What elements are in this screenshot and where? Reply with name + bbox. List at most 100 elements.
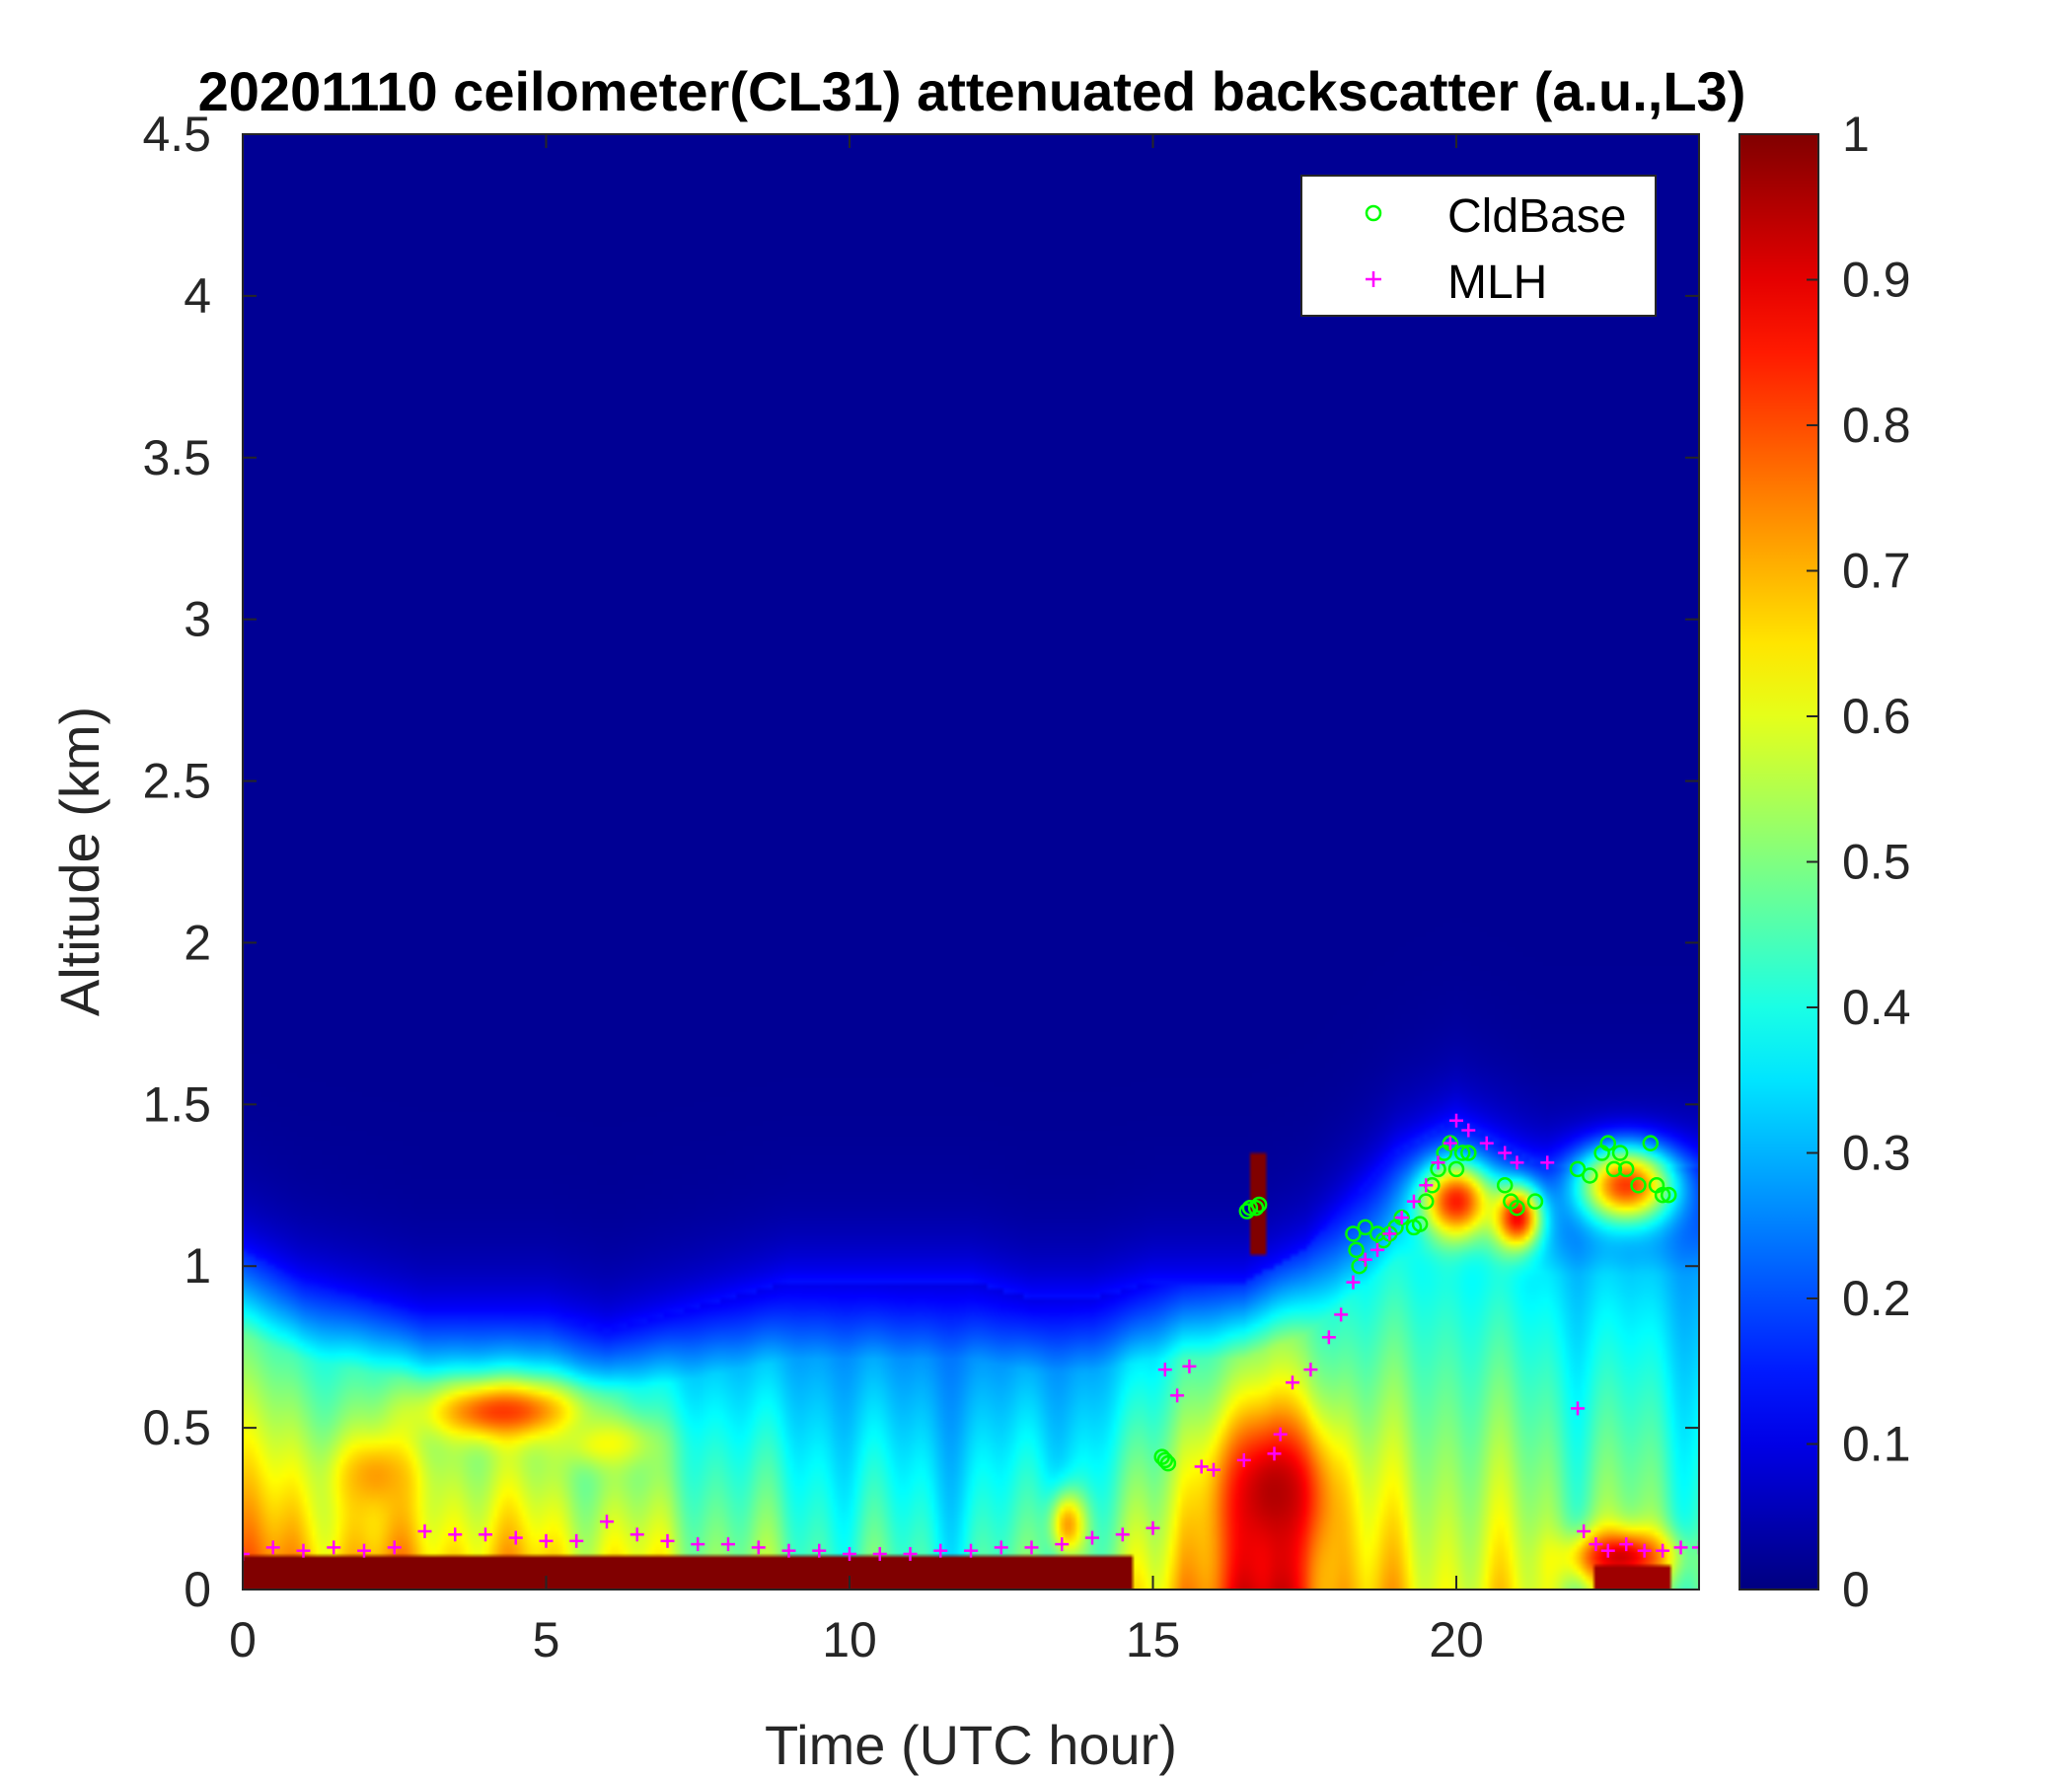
mlh-point [600, 1515, 614, 1529]
colorbar-tick-label: 0.7 [1842, 544, 1911, 599]
colorbar-tick-label: 0.1 [1842, 1417, 1911, 1472]
cldbase-point [1569, 1160, 1587, 1178]
mlh-point [1540, 1155, 1555, 1170]
x-tick-label: 20 [1429, 1612, 1484, 1667]
cldbase-point [1156, 1451, 1174, 1469]
mlh-point [1577, 1524, 1591, 1538]
cldbase-point [1617, 1160, 1635, 1178]
chart-title: 20201110 ceilometer(CL31) attenuated bac… [198, 60, 1746, 122]
cldbase-point [1453, 1145, 1471, 1161]
cldbase-point [1661, 1186, 1677, 1204]
legend-cldbase-label: CldBase [1447, 190, 1626, 243]
mlh-point [357, 1543, 371, 1558]
cldbase-point [1250, 1196, 1268, 1214]
mlh-point [1115, 1527, 1130, 1542]
y-tick-label: 3 [184, 592, 211, 647]
cldbase-point [1241, 1199, 1259, 1217]
mlh-point [1194, 1459, 1209, 1474]
cldbase-point [1582, 1167, 1598, 1184]
colorbar-tick-label: 0 [1842, 1562, 1870, 1617]
mlh-point [1394, 1211, 1409, 1225]
mlh-point [964, 1543, 978, 1558]
cldbase-point [1348, 1241, 1365, 1259]
colorbar-tick-label: 0.8 [1842, 398, 1911, 453]
cldbase-point [1357, 1219, 1373, 1236]
colorbar-tick-label: 0.9 [1842, 253, 1911, 308]
cldbase-point [1238, 1203, 1256, 1220]
colorbar-tick-label: 0.5 [1842, 835, 1911, 890]
x-tick-label: 10 [822, 1612, 877, 1667]
mlh-point [1085, 1530, 1099, 1545]
colorbar-tick-label: 0.6 [1842, 689, 1911, 744]
mlh-point [994, 1540, 1008, 1555]
x-tick-label: 5 [533, 1612, 560, 1667]
cldbase-point [1447, 1160, 1465, 1178]
mlh-point [812, 1543, 827, 1558]
cldbase-point [1526, 1193, 1544, 1210]
mlh-point [1170, 1388, 1185, 1403]
cldbase-point [1411, 1216, 1429, 1232]
mlh-point [721, 1537, 735, 1552]
colorbar-ticks: 0 0.1 0.2 0.3 0.4 0.5 0.6 0.7 0.8 0.9 1 [1807, 107, 1911, 1617]
x-axis: 0 5 10 15 20 [229, 134, 1484, 1667]
mlh-point [1267, 1446, 1282, 1461]
mlh-point [265, 1540, 280, 1555]
mlh-point [1285, 1375, 1299, 1390]
mlh-point [933, 1543, 948, 1558]
mlh-point [781, 1543, 796, 1558]
mlh-point [1207, 1462, 1221, 1477]
mlh-point [1443, 1136, 1457, 1150]
mlh-point [243, 1546, 250, 1561]
y-tick-label: 1.5 [142, 1076, 211, 1132]
colorbar-tick-label: 0.2 [1842, 1271, 1911, 1326]
mlh-point [1273, 1427, 1288, 1442]
mlh-point [387, 1540, 402, 1555]
legend-cldbase-marker [1365, 204, 1382, 222]
mlh-point [1334, 1307, 1349, 1322]
mlh-point [1024, 1540, 1039, 1555]
colorbar-gradient [1739, 134, 1818, 1590]
mlh-point [1637, 1543, 1652, 1558]
cldbase-point [1611, 1145, 1629, 1161]
mlh-point [1419, 1178, 1434, 1193]
legend-box [1300, 175, 1657, 317]
mlh-point [1146, 1520, 1160, 1535]
cldbase-point [1599, 1135, 1616, 1151]
colorbar-tick-label: 0.4 [1842, 980, 1911, 1035]
cldbase-point [1345, 1225, 1362, 1242]
mlh-point [1479, 1136, 1494, 1150]
series-layer [243, 1113, 1699, 1561]
mlh-point [1656, 1543, 1670, 1558]
y-tick-label: 1 [184, 1238, 211, 1294]
mlh-point [1382, 1226, 1397, 1241]
mlh-point [417, 1524, 432, 1538]
mlh-point [1236, 1452, 1251, 1467]
cldbase-point [1642, 1135, 1660, 1151]
mlh-point [1157, 1363, 1172, 1377]
mlh-point [903, 1546, 918, 1561]
cldbase-point [1630, 1177, 1647, 1194]
mlh-point [1571, 1401, 1585, 1416]
mlh-point [1358, 1252, 1372, 1267]
mlh-point [569, 1533, 584, 1548]
mlh-point [1346, 1275, 1361, 1290]
mlh-point [1406, 1194, 1421, 1209]
mlh-point [1182, 1359, 1197, 1373]
y-tick-label: 3.5 [142, 430, 211, 485]
mlh-point [1619, 1537, 1634, 1552]
mlh-point [843, 1546, 856, 1561]
colorbar: 0 0.1 0.2 0.3 0.4 0.5 0.6 0.7 0.8 0.9 1 [1739, 107, 1911, 1617]
mlh-point [1498, 1146, 1513, 1160]
legend-mlh-marker [1366, 271, 1381, 287]
y-tick-label: 2 [184, 915, 211, 970]
mlh-point [1461, 1123, 1476, 1138]
x-axis-label: Time (UTC hour) [765, 1714, 1177, 1776]
mlh-point [751, 1540, 766, 1555]
cldbase-point [1496, 1177, 1514, 1194]
mlh-point [1303, 1363, 1318, 1377]
mlh-point [448, 1527, 463, 1542]
legend: CldBase MLH [1300, 175, 1657, 317]
mlh-point [1431, 1155, 1445, 1170]
mlh-point [691, 1537, 705, 1552]
